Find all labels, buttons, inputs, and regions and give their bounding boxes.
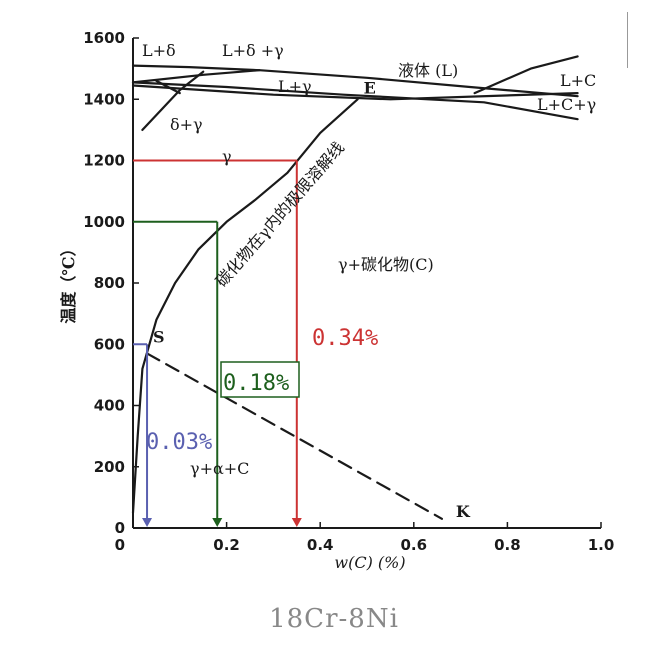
- delta-gamma-left: [141, 70, 205, 131]
- region-gamma-carbide: γ+碳化物(C): [338, 255, 434, 274]
- middle-boundary: [131, 81, 579, 121]
- x-tick-label: 0: [115, 536, 125, 554]
- annotation-lines: [133, 159, 302, 527]
- y-tick-label: 1200: [83, 152, 125, 170]
- x-axis-ticks: 0 0.2 0.4 0.6 0.8 1.0: [115, 522, 615, 554]
- x-axis-label: w(C) (%): [334, 553, 405, 572]
- region-l-delta-gamma: L+δ +γ: [222, 41, 284, 60]
- annotation-0-18: 0.18%: [223, 371, 289, 396]
- annotation-arrow: [212, 518, 223, 527]
- region-l-gamma: L+γ: [278, 77, 312, 96]
- region-gamma-alpha-c: γ+α+C: [190, 459, 249, 478]
- region-gamma: γ: [222, 147, 232, 166]
- y-axis-ticks: 0 200 400 600 800 1000 1200 1400 1600: [83, 29, 139, 537]
- edge-line: [627, 12, 628, 68]
- point-e: E: [364, 78, 376, 97]
- y-tick-label: 1000: [83, 213, 125, 231]
- y-tick-label: 800: [94, 274, 125, 292]
- region-l-c-gamma: L+C+γ: [537, 95, 596, 114]
- y-tick-label: 1400: [83, 90, 125, 108]
- x-tick-label: 0.2: [213, 536, 240, 554]
- annotation-arrow: [291, 518, 302, 527]
- region-delta-gamma: δ+γ: [170, 115, 203, 134]
- lower-boundary: [131, 84, 579, 101]
- annotation-0-03: 0.03%: [146, 430, 212, 455]
- region-liquid: 液体 (L): [398, 61, 458, 80]
- carbide-solubility-line: [131, 98, 359, 514]
- x-tick-label: 0.4: [307, 536, 334, 554]
- point-s: S: [153, 327, 165, 346]
- annotation-0-34: 0.34%: [312, 326, 378, 351]
- x-tick-label: 0.8: [494, 536, 521, 554]
- point-labels: S E K: [153, 78, 471, 521]
- y-axis-label: 温度（℃）: [59, 240, 78, 324]
- x-tick-label: 0.6: [401, 536, 428, 554]
- phase-boundaries: [131, 55, 579, 520]
- region-l-delta: L+δ: [142, 41, 176, 60]
- y-tick-label: 0: [115, 519, 125, 537]
- annotation-box-0-18: [220, 361, 300, 398]
- s-k-dashed-line: [145, 352, 443, 520]
- y-tick-label: 200: [94, 458, 125, 476]
- upper-liquidus: [131, 64, 579, 98]
- chart-caption: 18Cr-8Ni: [269, 604, 399, 634]
- x-tick-label: 1.0: [588, 536, 615, 554]
- y-tick-label: 600: [94, 335, 125, 353]
- l-plus-c-boundary: [473, 55, 579, 95]
- region-l-c: L+C: [560, 71, 596, 90]
- delta-short-line: [155, 79, 181, 95]
- point-k: K: [456, 502, 471, 521]
- y-tick-label: 1600: [83, 29, 125, 47]
- phase-diagram: 0 200 400 600 800 1000 1200 1400 1600 0 0.2 0.4 0.6…: [59, 29, 615, 572]
- annotation-arrow: [142, 518, 153, 527]
- y-tick-label: 400: [94, 397, 125, 415]
